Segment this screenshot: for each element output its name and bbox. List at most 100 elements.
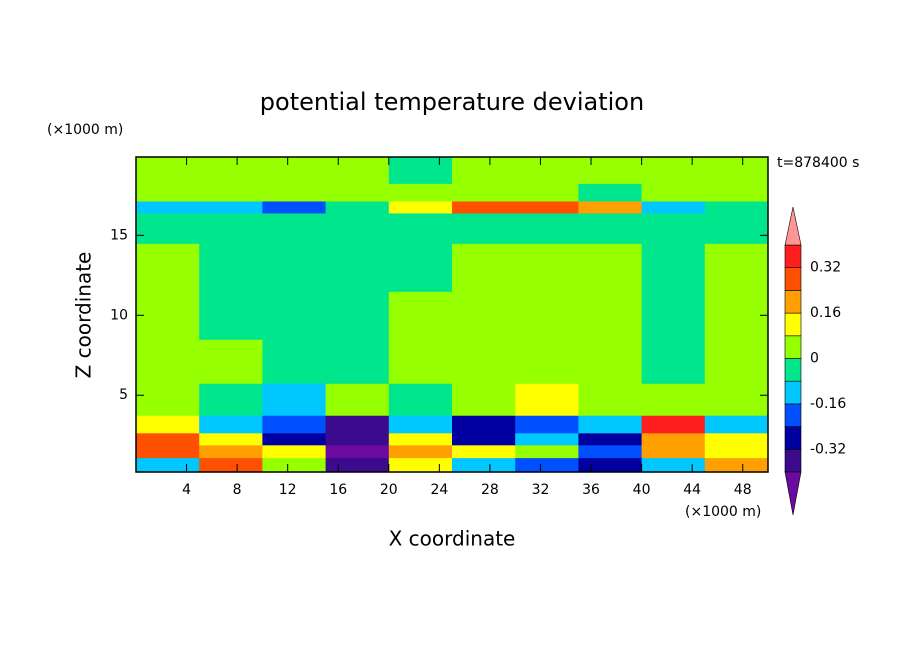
colorbar-segment	[784, 358, 802, 382]
contour-cell	[578, 432, 643, 446]
contour-cell	[578, 291, 643, 340]
contour-cell	[515, 243, 579, 292]
contour-cell	[452, 200, 516, 214]
contour-cell	[199, 157, 263, 184]
contour-cell	[388, 212, 453, 244]
contour-cell	[136, 200, 200, 214]
contour-cell	[325, 243, 390, 292]
contour-cell	[199, 432, 263, 446]
contour-cell	[515, 383, 579, 416]
x-tick-label: 20	[380, 482, 398, 498]
contour-cell	[452, 432, 516, 446]
contour-cell	[578, 339, 643, 384]
contour-cell	[199, 291, 263, 340]
contour-cell	[452, 212, 516, 244]
colorbar-segment	[784, 335, 802, 359]
contour-cell	[704, 212, 769, 244]
contour-cell	[578, 183, 643, 202]
chart-title: potential temperature deviation	[260, 88, 644, 116]
contour-cell	[325, 432, 390, 446]
contour-cell	[704, 243, 769, 292]
contour-cell	[452, 444, 516, 459]
contour-cell	[136, 183, 200, 202]
contour-cell	[199, 444, 263, 459]
contour-cell	[515, 157, 579, 184]
contour-cell	[578, 444, 643, 459]
x-tick-label: 44	[683, 482, 701, 498]
contour-cell	[515, 444, 579, 459]
contour-cell	[325, 415, 390, 434]
contour-cell	[262, 157, 327, 184]
x-tick-label: 40	[633, 482, 651, 498]
contour-cell	[325, 183, 390, 202]
contour-cell	[388, 183, 453, 202]
contour-cell	[136, 212, 200, 244]
contour-cell	[641, 457, 706, 473]
contour-cell	[578, 212, 643, 244]
contour-cell	[199, 457, 263, 473]
contour-cell	[704, 444, 769, 459]
contour-cell	[704, 339, 769, 384]
contour-cell	[199, 243, 263, 292]
contour-cell	[325, 444, 390, 459]
contour-cell	[641, 444, 706, 459]
contour-cell	[199, 415, 263, 434]
colorbar-segment	[784, 426, 802, 450]
y-tick-label: 15	[110, 227, 128, 243]
contour-cell	[515, 291, 579, 340]
y-tick-label: 5	[119, 387, 128, 403]
contour-cell	[388, 339, 453, 384]
x-tick-label: 28	[481, 482, 499, 498]
colorbar-under	[784, 471, 802, 516]
contour-cell	[136, 383, 200, 416]
contour-cell	[262, 415, 327, 434]
contour-cell	[452, 291, 516, 340]
y-axis-label: Z coordinate	[72, 252, 96, 379]
contour-cell	[388, 157, 453, 184]
contour-cell	[452, 383, 516, 416]
plot-frame	[135, 156, 769, 473]
contour-cell	[641, 339, 706, 384]
contour-cell	[515, 415, 579, 434]
contour-cell	[388, 291, 453, 340]
contour-cell	[325, 200, 390, 214]
contour-cell	[704, 157, 769, 184]
contour-cell	[578, 457, 643, 473]
contour-cell	[578, 157, 643, 184]
colorbar-segment	[784, 380, 802, 405]
contour-cell	[515, 183, 579, 202]
contour-cell	[262, 183, 327, 202]
contour-cell	[262, 212, 327, 244]
colorbar-tick-label: -0.16	[810, 396, 846, 412]
contour-cell	[641, 415, 706, 434]
contour-cell	[262, 383, 327, 416]
contour-cell	[325, 457, 390, 473]
contour-cell	[262, 457, 327, 473]
contour-cell	[325, 383, 390, 416]
colorbar-segment	[784, 312, 802, 337]
contour-cell	[641, 157, 706, 184]
contour-cell	[515, 432, 579, 446]
contour-cell	[704, 457, 769, 473]
colorbar-over	[784, 206, 802, 246]
x-tick-label: 16	[329, 482, 347, 498]
contour-cell	[136, 457, 200, 473]
x-tick-label: 48	[734, 482, 752, 498]
contour-cell	[704, 432, 769, 446]
x-tick-label: 24	[430, 482, 448, 498]
x-unit: (×1000 m)	[685, 504, 761, 520]
colorbar-segment	[784, 403, 802, 427]
contour-cell	[641, 212, 706, 244]
contour-cell	[136, 432, 200, 446]
x-axis-label: X coordinate	[389, 527, 516, 551]
colorbar-tick-label: -0.32	[810, 441, 846, 457]
contour-cell	[641, 432, 706, 446]
contour-cell	[641, 183, 706, 202]
contour-cell	[515, 339, 579, 384]
contour-cell	[578, 200, 643, 214]
contour-cell	[452, 415, 516, 434]
contour-cell	[136, 243, 200, 292]
contour-cell	[578, 383, 643, 416]
contour-cell	[388, 383, 453, 416]
